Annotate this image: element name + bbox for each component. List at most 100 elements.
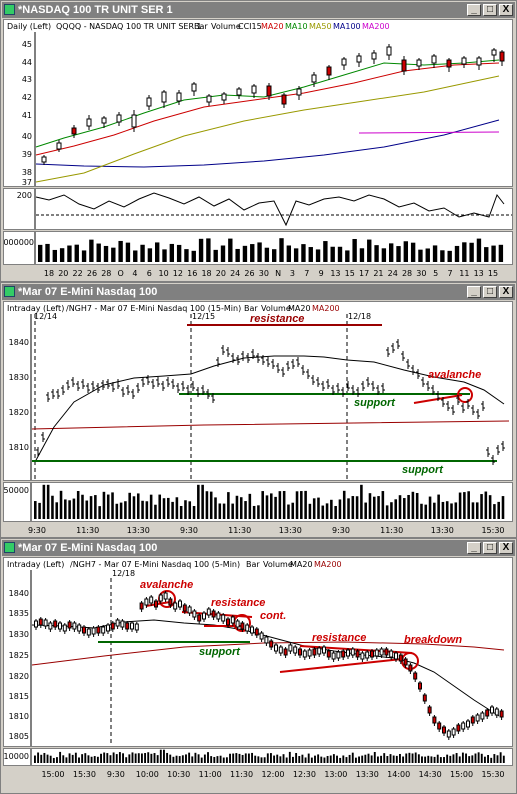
bar-label: Bar: [194, 22, 208, 31]
close-button[interactable]: X: [499, 4, 513, 16]
volume-pane[interactable]: 50000: [3, 482, 513, 522]
candle-body: [130, 622, 134, 630]
volume-bar: [64, 499, 67, 519]
volume-tick: 10000: [4, 752, 29, 761]
volume-bar: [360, 484, 363, 519]
volume-bar: [450, 503, 453, 519]
volume-bar: [74, 752, 77, 763]
volume-bar: [414, 752, 417, 763]
price-pane[interactable]: Intraday (Left) /NGH7 - Mar 07 E-Mini Na…: [3, 301, 513, 481]
volume-bar: [270, 493, 273, 519]
volume-bar: [359, 248, 365, 262]
candle-body: [173, 602, 178, 610]
volume-bar: [449, 755, 452, 763]
x-tick: 15:00: [450, 770, 473, 779]
volume-bar: [432, 245, 438, 262]
price-candles: [34, 591, 504, 740]
candle-body: [350, 648, 355, 656]
volume-bar: [38, 244, 43, 262]
volume-bar: [488, 495, 492, 519]
bar-label: Bar: [246, 560, 260, 569]
volume-bar: [276, 754, 279, 763]
volume-bar: [471, 502, 475, 519]
volume-bar: [247, 753, 250, 763]
volume-bar: [467, 491, 470, 519]
volume-bar: [254, 755, 257, 763]
volume-bar: [46, 484, 50, 519]
x-tick: 3: [290, 269, 295, 278]
cci-pane[interactable]: 200: [3, 188, 513, 230]
x-tick: 5: [433, 269, 438, 278]
volume-bar: [282, 754, 285, 763]
date-label: 12/15: [192, 312, 215, 321]
timeframe-label: Intraday (Left): [7, 304, 64, 313]
minimize-button[interactable]: _: [467, 4, 481, 16]
volume-bar: [56, 757, 58, 763]
ma200-legend: MA200: [362, 22, 390, 31]
volume-pane[interactable]: 10000: [3, 748, 513, 766]
x-tick: 9:30: [28, 526, 46, 535]
price-pane[interactable]: Daily (Left) QQQQ - NASDAQ 100 TR UNIT S…: [3, 19, 513, 187]
maximize-button[interactable]: □: [483, 542, 497, 554]
candle-body: [384, 648, 389, 656]
volume-bar: [458, 756, 461, 763]
volume-bar: [392, 755, 395, 763]
volume-bar: [474, 753, 477, 763]
maximize-button[interactable]: □: [483, 4, 497, 16]
volume-bar: [231, 503, 234, 519]
close-button[interactable]: X: [499, 286, 513, 298]
ma10-legend: MA10: [285, 22, 308, 31]
volume-bar: [354, 757, 357, 763]
resistance-line: [299, 645, 413, 654]
window-titlebar[interactable]: *Mar 07 E-Mini Nasdaq 100 _ □ X: [2, 284, 515, 300]
x-tick: 15: [345, 269, 355, 278]
volume-bar: [111, 247, 116, 262]
volume-bar: [235, 495, 239, 519]
x-tick: 9:30: [180, 526, 198, 535]
window-titlebar[interactable]: *Mar 07 E-Mini Nasdaq 100 _ □ X: [2, 540, 515, 556]
candle-body: [125, 622, 130, 630]
volume-bar: [244, 501, 247, 519]
x-tick: 7: [447, 269, 452, 278]
volume-pane[interactable]: 100000000: [3, 231, 513, 265]
candle-body: [202, 612, 206, 620]
volume-bar: [67, 245, 72, 262]
candle-body: [278, 646, 283, 654]
x-tick: 12:00: [261, 770, 284, 779]
candle-body: [293, 646, 298, 654]
y-tick: 44: [22, 58, 32, 67]
chart-app-icon: [4, 4, 15, 15]
window-titlebar[interactable]: *NASDAQ 100 TR UNIT SER 1 _ □ X: [2, 2, 515, 18]
volume-bar: [433, 502, 436, 519]
volume-bar: [358, 756, 360, 763]
volume-bar: [445, 501, 449, 519]
candle-body: [461, 722, 466, 730]
minimize-button[interactable]: _: [467, 542, 481, 554]
volume-bar: [462, 242, 467, 262]
price-pane[interactable]: Intraday (Left) /NGH7 - Mar 07 E-Mini Na…: [3, 557, 513, 747]
volume-bar: [484, 247, 489, 262]
volume-bar: [38, 502, 41, 519]
close-button[interactable]: X: [499, 542, 513, 554]
candle-body: [149, 596, 154, 604]
volume-bar: [68, 753, 71, 763]
volume-bar: [405, 753, 408, 763]
candle-body: [134, 623, 139, 631]
y-tick: 43: [22, 75, 32, 84]
volume-bar: [301, 754, 304, 763]
volume-bar: [476, 238, 482, 262]
volume-bar: [287, 504, 290, 519]
candle-body: [77, 624, 82, 632]
x-tick: 28: [101, 269, 111, 278]
volume-bar: [496, 755, 499, 763]
volume-bar: [421, 756, 423, 763]
volume-bar: [203, 754, 206, 763]
volume-bar: [118, 240, 123, 262]
x-tick: 20: [216, 269, 226, 278]
y-tick: 1830: [9, 373, 29, 382]
volume-bar: [154, 504, 157, 519]
x-tick: 9:30: [332, 526, 350, 535]
minimize-button[interactable]: _: [467, 286, 481, 298]
maximize-button[interactable]: □: [483, 286, 497, 298]
volume-bar: [403, 498, 406, 519]
